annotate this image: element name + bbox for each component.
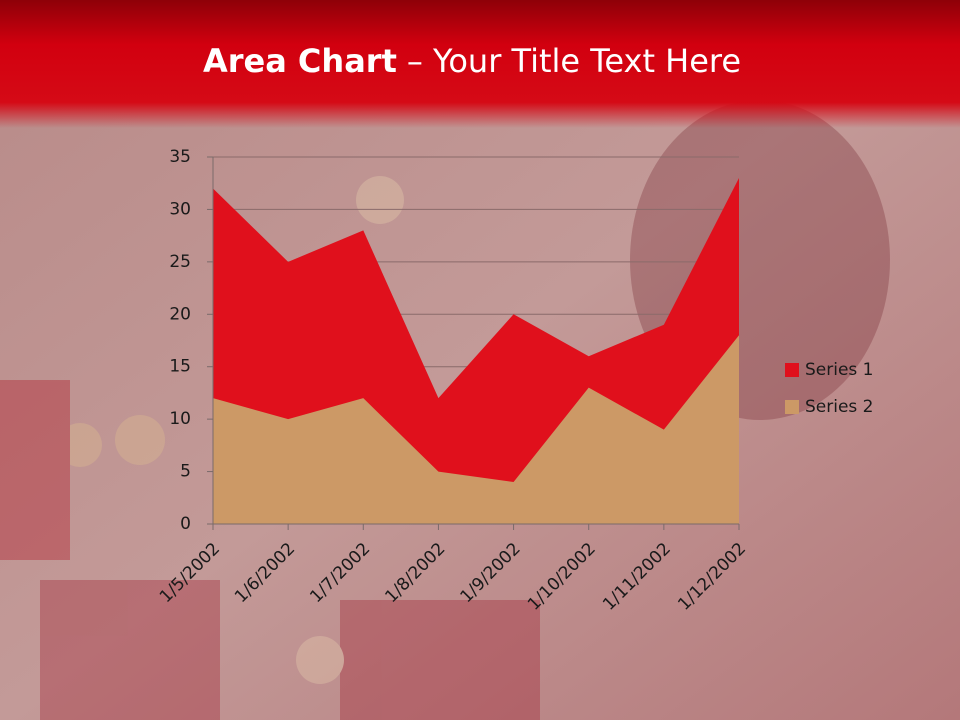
slide-title: Area Chart – Your Title Text Here: [203, 42, 741, 80]
area: [213, 335, 739, 524]
legend-swatch: [785, 363, 799, 377]
y-tick-label: 5: [180, 462, 191, 482]
y-tick-label: 15: [169, 357, 191, 377]
y-tick-label: 30: [169, 199, 191, 219]
y-tick-label: 25: [169, 252, 191, 272]
y-tick-label: 35: [169, 147, 191, 167]
y-tick-label: 0: [180, 514, 191, 534]
legend-label: Series 2: [805, 397, 874, 417]
y-tick-label: 20: [169, 304, 191, 324]
title-rest: – Your Title Text Here: [407, 42, 741, 80]
header-band: [0, 0, 960, 128]
y-tick-label: 10: [169, 409, 191, 429]
decoration: [0, 100, 890, 720]
legend-swatch: [785, 400, 799, 414]
title-bold: Area Chart: [203, 42, 397, 80]
legend-label: Series 1: [805, 360, 874, 380]
